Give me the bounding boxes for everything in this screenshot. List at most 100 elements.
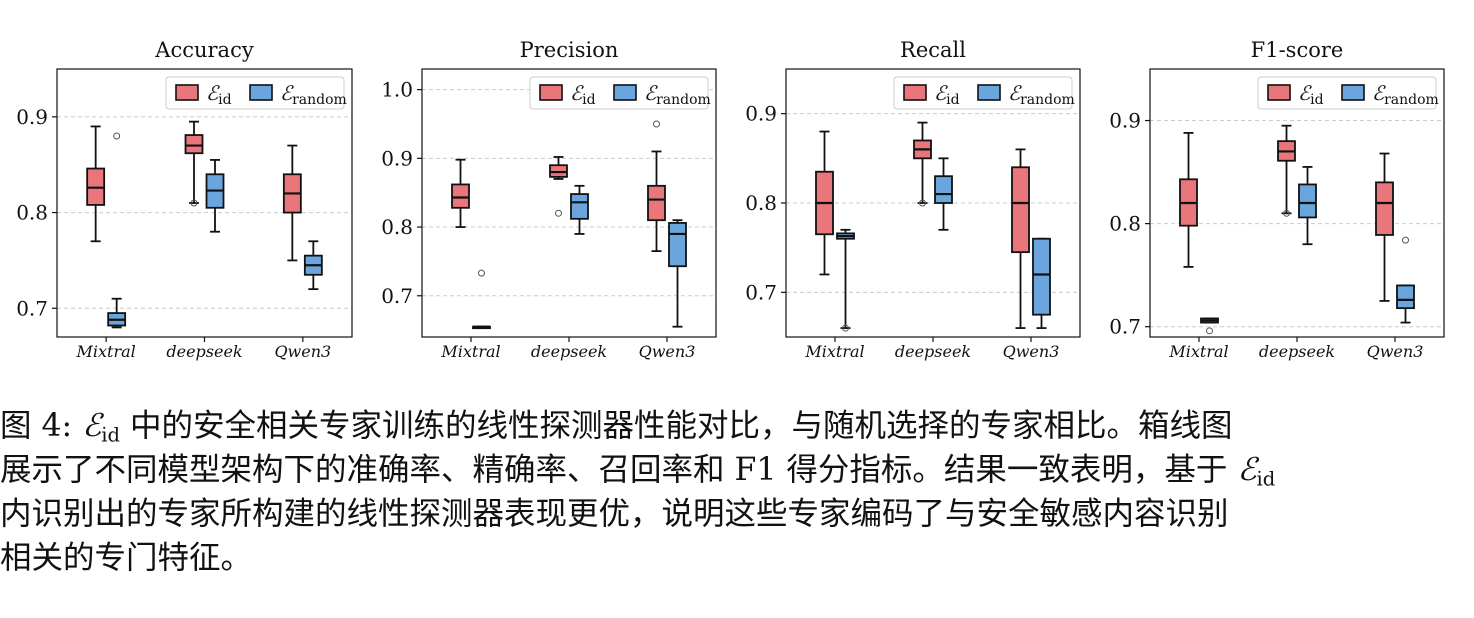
box-eid-mixtral <box>86 125 106 243</box>
caption-line-3: 内识别出的专家所构建的线性探测器表现更优，说明这些专家编码了与安全敏感内容识别 <box>0 496 1229 532</box>
legend: ℰid ℰrandom <box>529 76 711 110</box>
box-erandom-deepseek <box>570 184 589 235</box>
box-body <box>647 184 666 222</box>
box-eid-qwen3 <box>282 144 302 262</box>
box-erandom-mixtral <box>472 269 491 330</box>
outlier-point <box>478 269 485 277</box>
legend-item-erandom: ℰrandom <box>1341 81 1439 108</box>
legend-item-erandom: ℰrandom <box>249 81 347 108</box>
box-body <box>451 183 470 209</box>
legend-swatch <box>1267 84 1291 101</box>
box-erandom-mixtral <box>107 132 127 329</box>
caption-eid-symbol-2: ℰ <box>1237 452 1257 488</box>
legend-label: ℰrandom <box>280 81 347 108</box>
ytick-label: 0.9 <box>745 102 777 126</box>
box-erandom-mixtral <box>1200 317 1219 335</box>
caption-eid-subscript-2: id <box>1256 467 1276 491</box>
box-erandom-qwen3 <box>1032 237 1051 329</box>
legend-swatch <box>175 84 199 101</box>
legend-swatch <box>1341 84 1365 101</box>
box-body <box>934 175 953 204</box>
box-body <box>570 193 589 220</box>
legend-item-eid: ℰid <box>539 81 596 108</box>
box-eid-qwen3 <box>1375 152 1394 302</box>
box-eid-qwen3 <box>647 120 666 253</box>
legend-item-eid: ℰid <box>175 81 232 108</box>
chart-title: F1-score <box>1251 38 1344 62</box>
box-eid-deepseek <box>913 121 932 207</box>
box-eid-deepseek <box>549 156 568 217</box>
xtick-label: Qwen3 <box>1367 342 1424 361</box>
ytick-label: 0.7 <box>745 280 777 304</box>
box-body <box>1396 284 1415 310</box>
caption-label: 图 4: <box>0 408 73 444</box>
outlier-point <box>190 199 198 207</box>
legend-label: ℰid <box>1298 81 1324 108</box>
ytick-label: 0.8 <box>745 191 777 215</box>
box-erandom-qwen3 <box>668 219 687 328</box>
figure-boxplots: 0.7 0.8 0.9 Mixtral deepseek Qwen3 Accuracy ℰid… <box>16 38 1445 361</box>
ytick-label: 0.9 <box>1109 109 1141 133</box>
box-eid-mixtral <box>451 158 470 228</box>
ytick-label: 0.9 <box>381 146 413 170</box>
xtick-label: Qwen3 <box>274 342 331 361</box>
outlier-point <box>842 324 849 332</box>
caption-line-1: 图 4: ℰid 中的安全相关专家训练的线性探测器性能对比，与随机选择的专家相比… <box>0 404 1474 448</box>
legend: ℰid ℰrandom <box>165 76 347 110</box>
box-erandom-qwen3 <box>303 240 323 291</box>
outlier-point <box>113 132 121 140</box>
caption-eid-symbol: ℰ <box>82 408 102 444</box>
caption-line-2: 展示了不同模型架构下的准确率、精确率、召回率和 F1 得分指标。结果一致表明，基… <box>0 448 1474 492</box>
legend-label: ℰid <box>206 81 232 108</box>
box-erandom-deepseek <box>205 159 225 233</box>
chart-title: Precision <box>520 38 619 62</box>
box-eid-deepseek <box>1277 124 1296 217</box>
box-eid-qwen3 <box>1011 148 1030 329</box>
box-erandom-mixtral <box>836 228 855 332</box>
xtick-label: Mixtral <box>1168 342 1228 361</box>
xtick-label: deepseek <box>166 342 242 361</box>
xtick-label: Mixtral <box>440 342 500 361</box>
outlier-point <box>1206 327 1213 335</box>
panel-recall: 0.7 0.8 0.9 Mixtral deepseek Qwen3 Recall ℰid ℰr… <box>745 38 1081 361</box>
xtick-label: Qwen3 <box>1003 342 1060 361</box>
box-body <box>184 134 204 155</box>
figure-caption: 图 4: ℰid 中的安全相关专家训练的线性探测器性能对比，与随机选择的专家相比… <box>0 404 1474 614</box>
box-body <box>668 222 687 268</box>
ytick-label: 0.8 <box>381 215 413 239</box>
legend-swatch <box>539 84 563 101</box>
caption-line-2-text: 展示了不同模型架构下的准确率、精确率、召回率和 F1 得分指标。结果一致表明，基… <box>0 452 1228 488</box>
box-erandom-deepseek <box>934 157 953 231</box>
box-body <box>1298 183 1317 219</box>
legend-label: ℰrandom <box>644 81 711 108</box>
xtick-label: Mixtral <box>76 342 136 361</box>
box-eid-deepseek <box>184 120 204 207</box>
legend-swatch <box>613 84 637 101</box>
caption-line-4: 相关的专门特征。 <box>0 540 253 576</box>
box-body <box>1011 166 1030 254</box>
panel-precision: 0.7 0.8 0.9 1.0 Mixtral deepseek Qwen3 Precisio… <box>381 38 717 361</box>
chart-title: Accuracy <box>154 38 254 62</box>
legend: ℰid ℰrandom <box>1257 76 1439 110</box>
legend-swatch <box>903 84 927 101</box>
legend-item-eid: ℰid <box>903 81 960 108</box>
ytick-label: 0.7 <box>1109 315 1141 339</box>
chart-title: Recall <box>900 38 966 62</box>
legend: ℰid ℰrandom <box>893 76 1075 110</box>
legend-label: ℰid <box>934 81 960 108</box>
legend-swatch <box>249 84 273 101</box>
outlier-point <box>1402 236 1409 244</box>
xtick-label: deepseek <box>1259 342 1335 361</box>
box-body <box>1375 181 1394 236</box>
panel-f1-score: 0.7 0.8 0.9 Mixtral deepseek Qwen3 F1-score ℰid… <box>1109 38 1445 361</box>
caption-eid-subscript: id <box>101 423 120 447</box>
xtick-label: deepseek <box>531 342 607 361</box>
outlier-point <box>653 120 660 128</box>
ytick-label: 0.8 <box>1109 212 1141 236</box>
xtick-label: deepseek <box>895 342 971 361</box>
legend-item-erandom: ℰrandom <box>977 81 1075 108</box>
xtick-label: Mixtral <box>804 342 864 361</box>
box-eid-mixtral <box>815 130 834 276</box>
legend-swatch <box>977 84 1001 101</box>
box-body <box>1032 237 1051 316</box>
